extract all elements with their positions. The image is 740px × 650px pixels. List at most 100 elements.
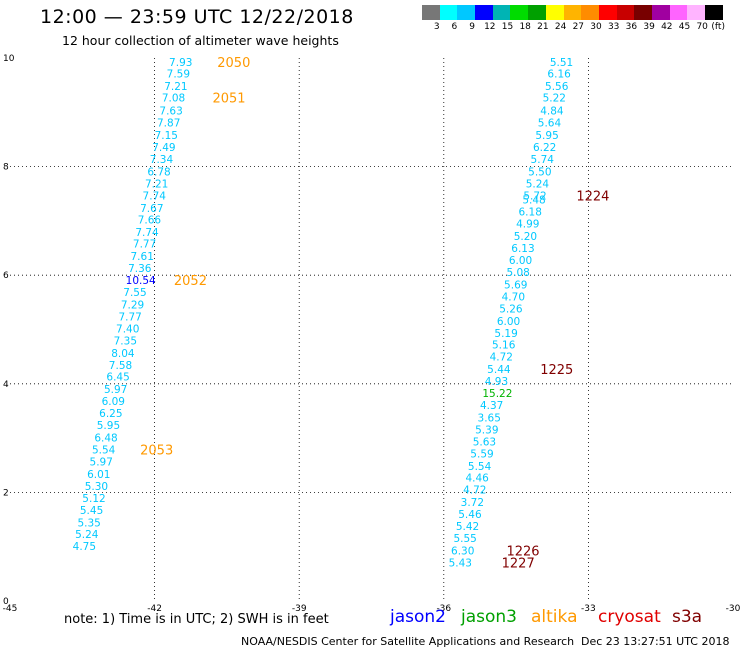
wave-height-label: 6.00 <box>497 316 520 328</box>
wave-height-label: 7.15 <box>155 130 178 142</box>
color-swatch <box>616 5 635 20</box>
wave-height-label: 5.59 <box>470 448 493 460</box>
wave-height-label: 6.00 <box>509 255 532 267</box>
x-tick-label: -30 <box>726 604 740 614</box>
wave-height-label: 7.93 <box>169 57 192 69</box>
wave-height-label: 6.22 <box>533 142 556 154</box>
wave-height-label: 6.09 <box>102 396 125 408</box>
wave-height-label: 5.63 <box>473 436 496 448</box>
wave-height-label: 7.66 <box>138 214 162 226</box>
wave-height-label: 6.30 <box>451 546 474 558</box>
chart-title: 12:00 — 23:59 UTC 12/22/2018 <box>40 6 354 28</box>
x-tick-label: -42 <box>147 604 162 614</box>
wave-height-label: 4.84 <box>540 106 564 118</box>
wave-height-label: 5.24 <box>526 178 550 190</box>
wave-height-label: 5.72 <box>523 190 546 202</box>
wave-height-label: 7.40 <box>116 323 139 335</box>
color-swatch <box>705 5 723 20</box>
color-scale-bar <box>422 5 723 20</box>
color-swatch <box>422 5 440 20</box>
wave-height-label: 7.61 <box>131 251 154 263</box>
footnote: note: 1) Time is in UTC; 2) SWH is in fe… <box>64 612 329 627</box>
legend-entry-jason2: jason2 <box>390 607 446 627</box>
wave-height-label: 5.95 <box>97 420 120 432</box>
wave-height-label: 6.78 <box>147 166 170 178</box>
wave-height-label: 5.24 <box>75 529 99 541</box>
wave-height-label: 4.72 <box>463 485 486 497</box>
color-scale-label: 18 <box>519 22 531 32</box>
color-swatch <box>439 5 458 20</box>
wave-height-label: 5.64 <box>538 118 562 130</box>
wave-height-label: 6.48 <box>94 433 117 445</box>
wave-height-label: 5.43 <box>449 557 472 569</box>
wave-height-label: 7.36 <box>128 263 152 275</box>
y-tick-label: 8 <box>3 163 9 173</box>
wave-height-label: 4.72 <box>490 352 513 364</box>
wave-height-label: 7.77 <box>118 311 141 323</box>
color-scale-label: 6 <box>451 22 458 32</box>
wave-height-label: 5.55 <box>453 533 476 545</box>
color-swatch <box>634 5 652 20</box>
chart-subtitle: 12 hour collection of altimeter wave hei… <box>62 33 339 48</box>
credit-line: NOAA/NESDIS Center for Satellite Applica… <box>241 635 575 648</box>
color-scale-label: 3 <box>433 22 440 32</box>
wave-height-label: 10.54 <box>126 275 156 287</box>
wave-height-label: 5.54 <box>92 445 116 457</box>
color-swatch <box>457 5 476 20</box>
color-scale-label: 45 <box>678 22 691 32</box>
wave-height-label: 5.45 <box>80 505 103 517</box>
wave-height-label: 5.54 <box>468 461 492 473</box>
y-tick-label: 2 <box>3 488 9 498</box>
wave-height-label: 7.58 <box>109 360 132 372</box>
pass-time-label: 1226 <box>506 545 539 560</box>
pass-time-label: 2053 <box>140 444 173 459</box>
color-swatch <box>492 5 511 20</box>
wave-height-label: 5.97 <box>104 384 127 396</box>
y-tick-label: 6 <box>3 271 9 281</box>
wave-height-label: 7.74 <box>135 227 159 239</box>
wave-height-label: 7.77 <box>133 239 156 251</box>
wave-height-label: 6.13 <box>511 243 534 255</box>
pass-time-label: 1224 <box>576 189 609 204</box>
color-swatch <box>669 5 688 20</box>
wave-height-label: 5.50 <box>528 166 551 178</box>
wave-height-label: 4.75 <box>73 541 96 553</box>
wave-height-label: 5.95 <box>535 130 558 142</box>
wave-height-label: 5.08 <box>506 267 529 279</box>
color-scale-label: 15 <box>501 22 514 32</box>
wave-height-label: 3.65 <box>478 412 501 424</box>
color-swatch <box>545 5 564 20</box>
color-scale-label: 27 <box>572 22 585 32</box>
wave-height-label: 5.26 <box>499 303 523 315</box>
wave-height-label: 4.99 <box>516 219 539 231</box>
wave-height-label: 5.51 <box>550 57 573 69</box>
wave-height-label: 7.49 <box>152 142 175 154</box>
wave-height-label: 5.56 <box>545 81 569 93</box>
wave-height-label: 5.97 <box>90 456 113 468</box>
wave-height-label: 7.34 <box>150 154 174 166</box>
legend-entry-cryosat: cryosat <box>598 607 661 627</box>
x-tick-label: -45 <box>3 604 18 614</box>
wave-height-label: 15.22 <box>482 388 512 400</box>
y-tick-label: 10 <box>3 54 15 64</box>
color-scale-labels: 3 6 9 12 15 18 21 24 27 30 33 36 39 42 45 70 (ft) <box>422 22 732 34</box>
wave-height-label: 6.18 <box>519 207 542 219</box>
wave-height-label: 5.42 <box>456 521 479 533</box>
color-swatch <box>563 5 582 20</box>
wave-height-label: 3.72 <box>461 497 484 509</box>
wave-height-label: 5.35 <box>77 517 100 529</box>
wave-height-label: 5.69 <box>504 279 527 291</box>
wave-height-label: 7.74 <box>143 190 167 202</box>
wave-height-label: 5.44 <box>487 364 511 376</box>
pass-time-label: 1227 <box>502 556 535 571</box>
wave-height-label: 5.39 <box>475 424 498 436</box>
x-tick-label: -36 <box>436 604 451 614</box>
wave-height-label: 7.67 <box>140 203 163 215</box>
wave-height-label: 7.63 <box>159 106 182 118</box>
x-tick-label: -39 <box>292 604 307 614</box>
color-swatch <box>510 5 529 20</box>
pass-time-label: 2052 <box>174 274 207 289</box>
wave-height-label: 6.16 <box>547 69 571 81</box>
color-swatch <box>475 5 493 20</box>
